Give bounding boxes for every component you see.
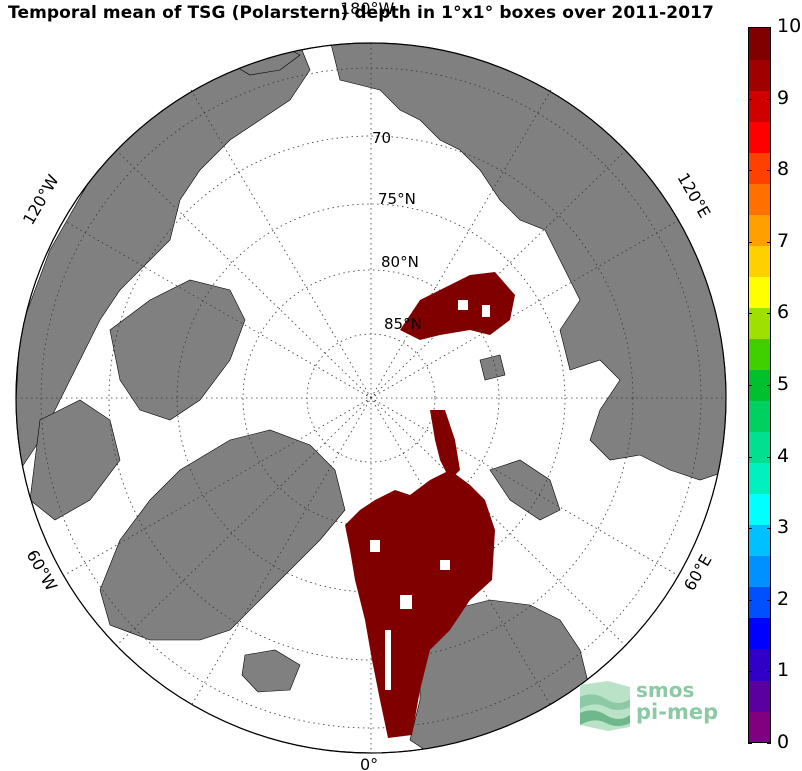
colorbar-tick <box>748 313 752 315</box>
data-boxes-south <box>345 470 495 738</box>
colorbar-tick <box>748 743 752 744</box>
colorbar-segment <box>749 245 770 277</box>
colorbar-segment <box>749 617 770 650</box>
colorbar-tick <box>767 385 771 386</box>
lon-label-upper-left: 120°W <box>19 171 63 228</box>
colorbar-segment <box>749 369 770 402</box>
colorbar-segment <box>749 679 770 712</box>
lat-label-85: 85°N <box>384 315 422 333</box>
colorbar-tick-label: 3 <box>777 516 790 539</box>
colorbar-tick <box>767 743 771 744</box>
colorbar-tick-label: 6 <box>777 301 790 324</box>
colorbar-segment <box>749 555 770 588</box>
colorbar-segment <box>749 338 770 371</box>
colorbar-segment <box>749 121 770 153</box>
colorbar-tick <box>748 98 752 100</box>
colorbar-tick-label: 0 <box>777 731 790 753</box>
data-boxes-north <box>400 272 515 480</box>
colorbar-tick <box>767 27 771 28</box>
colorbar-segment <box>749 524 770 557</box>
logo-text-smos: smos <box>636 678 695 702</box>
land-franz-josef <box>479 354 506 381</box>
colorbar-tick <box>767 170 771 172</box>
colorbar-tick <box>748 385 752 386</box>
colorbar-segment <box>749 276 770 308</box>
colorbar-tick-label: 8 <box>777 158 790 181</box>
colorbar-tick <box>767 528 771 530</box>
colorbar-segment <box>749 28 770 60</box>
land-greenland <box>99 429 346 641</box>
colorbar-segment <box>749 214 770 246</box>
polar-map: 70 75°N 80°N 85°N 180°W 0° 120°W 120°E 6… <box>15 0 727 771</box>
colorbar-tick-label: 5 <box>777 373 790 395</box>
colorbar-tick <box>748 241 752 243</box>
lon-label-upper-right: 120°E <box>674 170 715 222</box>
lon-label-bottom: 0° <box>360 755 378 771</box>
colorbar-tick-label: 10 <box>777 15 802 37</box>
colorbar-tick <box>748 27 752 28</box>
colorbar-tick-label: 7 <box>777 229 790 252</box>
colorbar-segment <box>749 493 770 526</box>
colorbar-tick-label: 2 <box>777 587 790 610</box>
colorbar-tick <box>767 599 771 601</box>
colorbar-tick <box>767 456 771 458</box>
colorbar-tick <box>767 98 771 100</box>
colorbar-segment <box>749 462 770 495</box>
colorbar-tick <box>748 170 752 172</box>
colorbar-segment <box>749 710 770 742</box>
colorbar-tick <box>767 671 771 673</box>
lon-label-top: 180°W <box>340 0 395 18</box>
colorbar-tick-label: 4 <box>777 444 790 467</box>
logo-text-pi-mep: pi-mep <box>636 700 719 724</box>
lat-label-80: 80°N <box>381 253 419 271</box>
smos-pi-mep-logo <box>580 681 630 731</box>
colorbar-tick-label: 9 <box>777 86 790 109</box>
colorbar-tick <box>748 671 752 673</box>
colorbar-segment <box>749 90 770 122</box>
colorbar-segment <box>749 586 770 619</box>
colorbar-segment <box>749 648 770 681</box>
colorbar-tick <box>767 313 771 315</box>
land-arctic-islands <box>109 279 246 421</box>
colorbar-tick-label: 1 <box>777 659 790 682</box>
colorbar-segment <box>749 307 770 340</box>
colorbar-tick <box>748 456 752 458</box>
land-novaya-zemlya <box>489 459 561 521</box>
colorbar-tick <box>748 599 752 601</box>
colorbar-segment <box>749 183 770 215</box>
land-iceland <box>241 649 301 693</box>
colorbar-tick <box>748 528 752 530</box>
lat-label-75: 75°N <box>378 190 416 208</box>
colorbar-segment <box>749 431 770 464</box>
colorbar-segment <box>749 152 770 184</box>
land-baffin <box>29 399 121 521</box>
map-title: Temporal mean of TSG (Polarstern) depth … <box>8 3 714 23</box>
colorbar-segment <box>749 59 770 91</box>
colorbar-segment <box>749 400 770 433</box>
lat-label-70: 70 <box>372 129 391 147</box>
colorbar-tick <box>767 241 771 243</box>
